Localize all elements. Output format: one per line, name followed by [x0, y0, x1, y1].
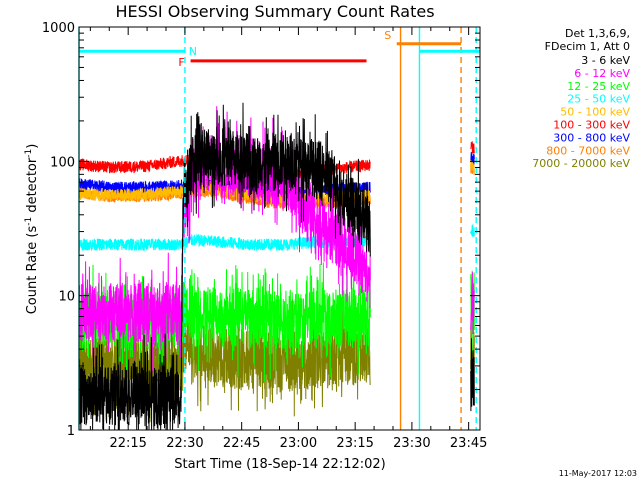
- y-tick-label-2: 10: [58, 290, 75, 305]
- y-tick-label-1: 1: [67, 424, 75, 439]
- x-tick-label-6: 23:30: [393, 436, 430, 451]
- x-tick-label-4: 23:00: [280, 436, 317, 451]
- x-tick-label-7: 23:45: [450, 436, 487, 451]
- legend-entry-1: 3 - 6 keV: [581, 54, 630, 67]
- flag-label-2: F: [178, 56, 184, 69]
- plot-content: [79, 102, 475, 430]
- x-tick-label-5: 23:15: [336, 436, 373, 451]
- legend-entry-3: 12 - 25 keV: [567, 80, 630, 93]
- x-tick-label-3: 22:45: [223, 436, 260, 451]
- legend-entry-4: 25 - 50 keV: [567, 93, 630, 106]
- y-axis-label-end: ): [25, 144, 40, 149]
- series-line-2: [79, 106, 475, 373]
- series-line-4: [79, 223, 475, 252]
- timestamp: 11-May-2017 12:03: [559, 469, 637, 478]
- legend-entry-2: 6 - 12 keV: [574, 67, 630, 80]
- y-tick-label-3: 100: [50, 155, 75, 170]
- legend-entry-7: 300 - 800 keV: [553, 131, 630, 144]
- flag-label-3: S: [384, 29, 391, 42]
- y-axis-label-sup1: -1: [24, 217, 34, 226]
- axes: 22:15 22:30 22:45 23:00 23:15 23:30 23:45 1 10 10…: [42, 21, 487, 451]
- legend-entry-9: 7000 - 20000 keV: [532, 157, 630, 170]
- legend-header-line2: FDecim 1, Att 0: [545, 40, 630, 53]
- legend-entry-6: 100 - 300 keV: [553, 119, 630, 132]
- plot-area: NF S: [78, 27, 480, 430]
- legend-entry-5: 50 - 100 keV: [560, 106, 630, 119]
- y-axis-label: Count Rate (s-1 detector-1): [24, 144, 40, 315]
- legend-entry-8: 800 - 7000 keV: [546, 144, 630, 157]
- legend: Det 1,3,6,9, FDecim 1, Att 0 3 - 6 keV6 …: [532, 27, 630, 170]
- y-axis-label-mid: detector: [25, 157, 40, 217]
- x-axis-label: Start Time (18-Sep-14 22:12:02): [174, 457, 385, 472]
- y-axis-label-sup2: -1: [24, 149, 34, 158]
- flag-label-1: N: [189, 45, 197, 58]
- series-line-1: [79, 102, 475, 430]
- chart-title: HESSI Observing Summary Count Rates: [115, 2, 434, 21]
- x-tick-label-1: 22:15: [109, 436, 146, 451]
- y-tick-label-4: 1000: [42, 21, 75, 36]
- y-axis-label-main: Count Rate (s: [25, 226, 40, 315]
- legend-header-line1: Det 1,3,6,9,: [565, 27, 630, 40]
- x-tick-label-2: 22:30: [166, 436, 203, 451]
